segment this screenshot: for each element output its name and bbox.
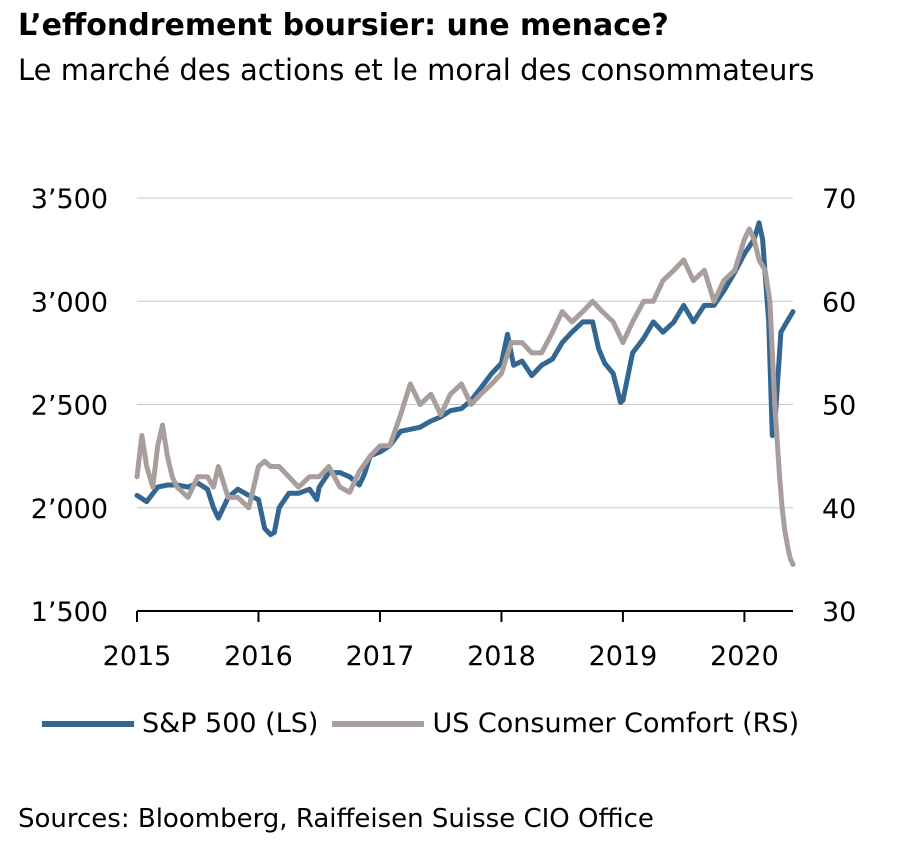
source-note: Sources: Bloomberg, Raiffeisen Suisse CI… — [18, 804, 654, 834]
legend-swatch-consumer-comfort — [332, 720, 425, 727]
y-right-tick-label-4: 70 — [822, 184, 856, 215]
tick-labels: 2015 2016 2017 2018 2019 2020 1’500 2’000 2’500 3… — [31, 184, 857, 672]
y-right-tick-label-1: 40 — [822, 494, 856, 525]
y-right-tick-label-3: 60 — [822, 287, 856, 318]
legend-item-consumer-comfort: US Consumer Comfort (RS) — [332, 708, 799, 739]
chart-title: L’effondrement boursier: une menace? — [18, 8, 669, 43]
y-left-tick-label-0: 1’500 — [31, 597, 108, 628]
x-tick-label-2015: 2015 — [103, 641, 172, 672]
y-left-tick-label-4: 3’500 — [31, 184, 108, 215]
y-left-tick-label-1: 2’000 — [31, 494, 108, 525]
series-lines — [134, 220, 796, 567]
gridlines — [137, 197, 793, 509]
series-line-sp500 — [134, 220, 796, 538]
legend-swatch-sp500 — [42, 720, 134, 727]
legend-label-sp500: S&P 500 (LS) — [142, 708, 319, 739]
legend-label-consumer-comfort: US Consumer Comfort (RS) — [432, 708, 800, 739]
legend: S&P 500 (LS) US Consumer Comfort (RS) — [42, 708, 813, 739]
x-tick-label-2018: 2018 — [467, 641, 536, 672]
y-left-tick-label-3: 3’000 — [31, 287, 108, 318]
y-right-tick-label-2: 50 — [822, 391, 856, 422]
y-right-tick-label-0: 30 — [822, 597, 856, 628]
x-axis — [136, 610, 793, 622]
x-tick-label-2016: 2016 — [224, 641, 293, 672]
x-tick-label-2019: 2019 — [589, 641, 658, 672]
y-left-tick-label-2: 2’500 — [31, 391, 108, 422]
legend-item-sp500: S&P 500 (LS) — [42, 708, 318, 739]
line-chart: 2015 2016 2017 2018 2019 2020 1’500 2’000 2’500 3… — [31, 184, 857, 672]
x-tick-label-2017: 2017 — [346, 641, 415, 672]
series-line-consumer-comfort — [134, 226, 796, 567]
x-tick-label-2020: 2020 — [710, 641, 779, 672]
chart-subtitle: Le marché des actions et le moral des co… — [18, 53, 815, 87]
